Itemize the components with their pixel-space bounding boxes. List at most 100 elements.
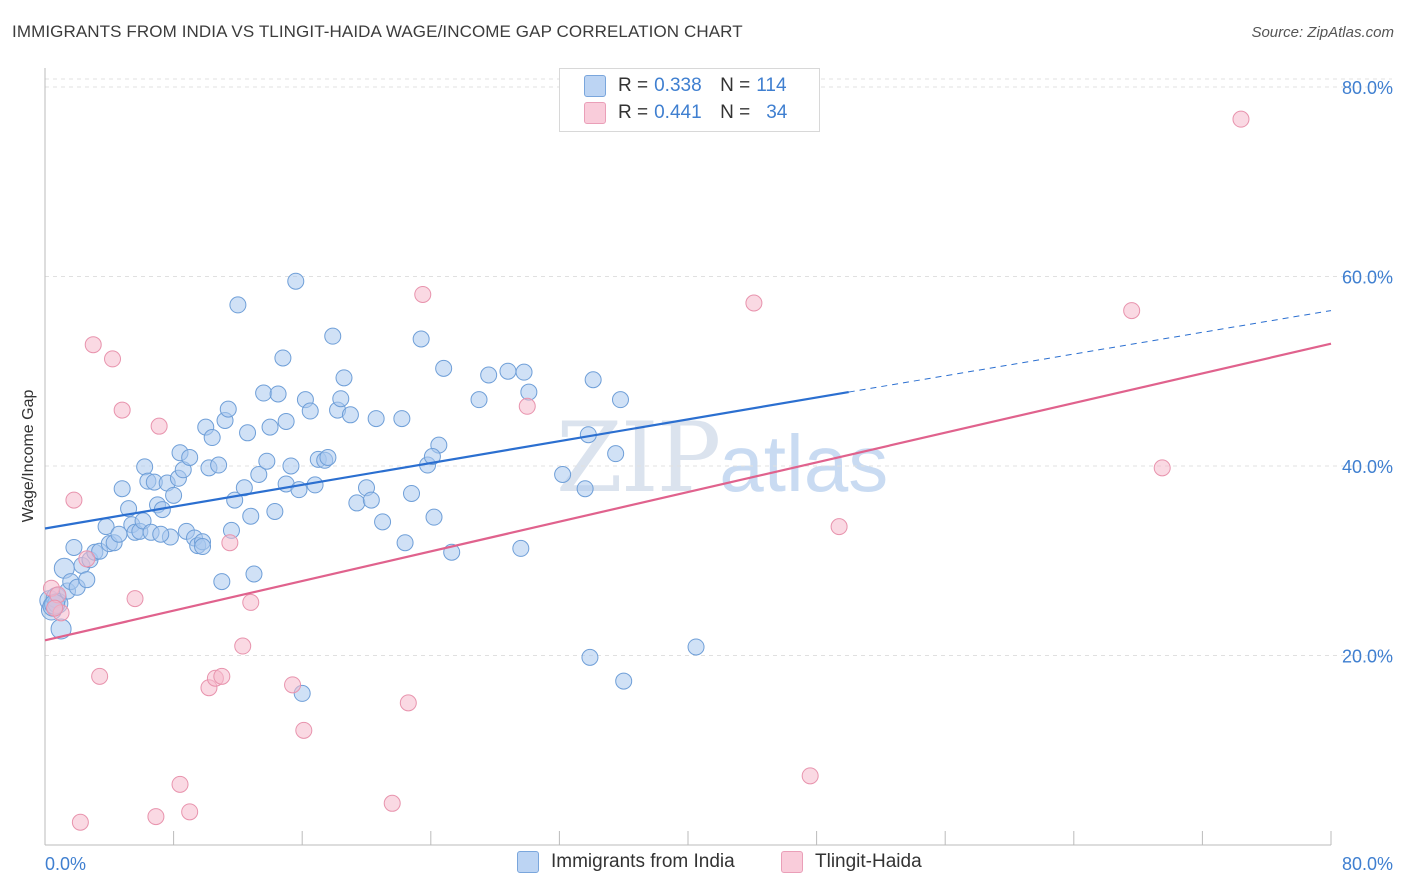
bottom-legend-india-label: Immigrants from India [551,851,735,873]
bottom-legend-india: Immigrants from India [517,851,735,873]
legend-swatch-tlingit [584,102,606,124]
tlingit-point [518,397,536,415]
y-tick-label: 60.0% [1342,267,1393,287]
stats-legend: R = 0.338 N = 114 R = 0.441 N = 34 [559,68,820,132]
legend-r-label: R = [618,75,649,97]
india-point [203,429,221,447]
india-point [78,571,96,589]
tlingit-point [78,550,96,568]
tlingit-point [801,767,819,785]
india-point [113,480,131,498]
india-point [269,385,287,403]
tlingit-point [414,285,432,303]
y-tick-label: 40.0% [1342,457,1393,477]
tlingit-point [126,590,144,608]
india-point [412,330,430,348]
tlingit-point [91,667,109,685]
india-point [554,466,572,484]
india-point [261,418,279,436]
bottom-swatch-india [517,851,539,873]
india-point [512,539,530,557]
india-point [470,391,488,409]
tlingit-point [221,534,239,552]
source-credit: Source: ZipAtlas.com [1251,24,1394,41]
tlingit-point [745,294,763,312]
tlingit-point [399,694,417,712]
india-point [165,486,183,504]
india-point [255,384,273,402]
india-point [332,390,350,408]
tlingit-point [383,794,401,812]
legend-r-value: 0.441 [654,102,702,124]
india-point [425,508,443,526]
india-point [274,349,292,367]
india-point [136,458,154,476]
legend-n-value: 34 [766,102,788,124]
india-point [515,363,533,381]
india-trendline [44,390,849,530]
india-point [584,371,602,389]
india-point [258,452,276,470]
watermark-atlas: atlas [719,419,889,508]
india-point [687,638,705,656]
legend-n-label: N = [720,75,751,97]
india-point [152,525,170,543]
india-point [396,534,414,552]
tlingit-point [65,491,83,509]
tlingit-point [46,599,64,617]
india-point [615,672,633,690]
india-point [213,573,231,591]
tlingit-point [284,676,302,694]
x-tick-label: 80.0% [1342,854,1393,874]
india-point [611,391,629,409]
india-point [210,456,228,474]
y-tick-label: 80.0% [1342,78,1393,98]
bottom-legend-tlingit: Tlingit-Haida [781,851,922,873]
y-axis-title: Wage/Income Gap [20,390,37,523]
tlingit-point [1153,459,1171,477]
india-point [435,359,453,377]
tlingit-point [242,593,260,611]
tlingit-point [171,775,189,793]
india-point [480,366,498,384]
india-point [374,513,392,531]
tlingit-point [1232,110,1250,128]
tlingit-point [1123,302,1141,320]
tlingit-point [213,667,231,685]
bottom-legend-tlingit-label: Tlingit-Haida [815,851,922,873]
india-point [266,502,284,520]
tlingit-point [113,401,131,419]
india-point [65,538,83,556]
india-point [219,400,237,418]
india-point [277,412,295,430]
india-point [499,362,517,380]
india-point [239,424,257,442]
india-point [581,648,599,666]
tlingit-point [234,637,252,655]
india-point [250,466,268,484]
tlingit-point [84,336,102,354]
tlingit-point [150,417,168,435]
legend-n-label: N = [720,102,751,124]
india-point [181,448,199,466]
india-point [282,457,300,475]
legend-swatch-india [584,75,606,97]
india-point [403,484,421,502]
india-point [306,476,324,494]
india-point [319,448,337,466]
tlingit-point [295,721,313,739]
legend-row-tlingit: R = 0.441 N = 34 [584,102,787,126]
india-point [287,272,305,290]
india-point [341,406,359,424]
tlingit-point [181,803,199,821]
india-point [576,480,594,498]
india-point [607,445,625,463]
india-point [367,410,385,428]
india-point [362,491,380,509]
y-tick-label: 20.0% [1342,646,1393,666]
india-point [194,538,212,556]
india-point [423,448,441,465]
tlingit-point [147,808,165,826]
legend-r-label: R = [618,102,649,124]
